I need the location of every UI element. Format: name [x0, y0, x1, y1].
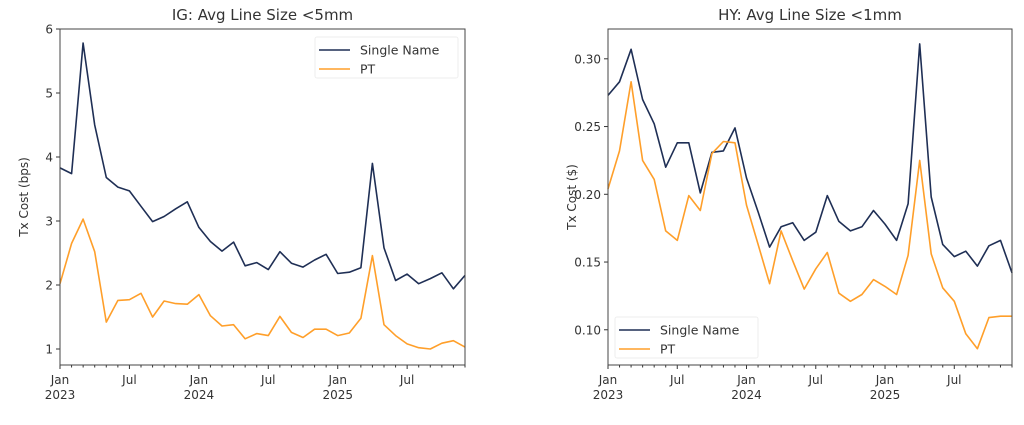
chart-ig: IG: Avg Line Size <5mm Tx Cost (bps) 1 2 3 4 5…	[17, 6, 465, 402]
plot-frame	[60, 29, 465, 365]
x-tick-label: Jul	[399, 373, 414, 387]
x-tick-label: Jul	[669, 373, 684, 387]
y-axis-label: Tx Cost (bps)	[17, 157, 31, 238]
series-line-single-name	[60, 43, 465, 289]
y-tick-label: 0.15	[574, 256, 601, 270]
x-tick-label: Jul	[121, 373, 136, 387]
legend-label: PT	[660, 342, 676, 357]
legend: Single Name PT	[615, 317, 758, 358]
x-tick-year: 2023	[593, 388, 624, 402]
y-tick-label: 3	[45, 215, 53, 229]
y-tick-label: 0.25	[574, 120, 601, 134]
legend: Single Name PT	[315, 37, 458, 78]
plot-frame	[608, 29, 1012, 365]
y-tick-label: 0.10	[574, 323, 601, 337]
x-tick-label: Jan	[875, 373, 895, 387]
legend-label: Single Name	[660, 323, 740, 338]
y-tick-label: 0.20	[574, 188, 601, 202]
series-line-pt	[608, 82, 1012, 349]
x-tick-year: 2023	[45, 388, 76, 402]
legend-label: Single Name	[360, 43, 440, 58]
x-tick-label: Jan	[189, 373, 209, 387]
x-tick-label: Jan	[736, 373, 756, 387]
x-tick-label: Jul	[260, 373, 275, 387]
y-tick-label: 6	[45, 23, 53, 37]
x-tick-year: 2025	[870, 388, 901, 402]
x-tick-label: Jan	[598, 373, 618, 387]
x-tick-label: Jan	[327, 373, 347, 387]
y-tick-label: 1	[45, 343, 53, 357]
x-tick-year: 2024	[184, 388, 215, 402]
series-line-single-name	[608, 44, 1012, 273]
chart-title: IG: Avg Line Size <5mm	[172, 6, 353, 24]
x-tick-label: Jul	[946, 373, 961, 387]
x-tick-year: 2024	[731, 388, 762, 402]
y-tick-label: 2	[45, 279, 53, 293]
legend-label: PT	[360, 62, 376, 77]
x-tick-year: 2025	[322, 388, 353, 402]
y-tick-label: 0.30	[574, 52, 601, 66]
series-line-pt	[60, 219, 465, 349]
chart-title: HY: Avg Line Size <1mm	[718, 6, 902, 24]
x-tick-label: Jul	[808, 373, 823, 387]
y-tick-label: 5	[45, 87, 53, 101]
x-tick-label: Jan	[50, 373, 70, 387]
y-tick-label: 4	[45, 151, 53, 165]
